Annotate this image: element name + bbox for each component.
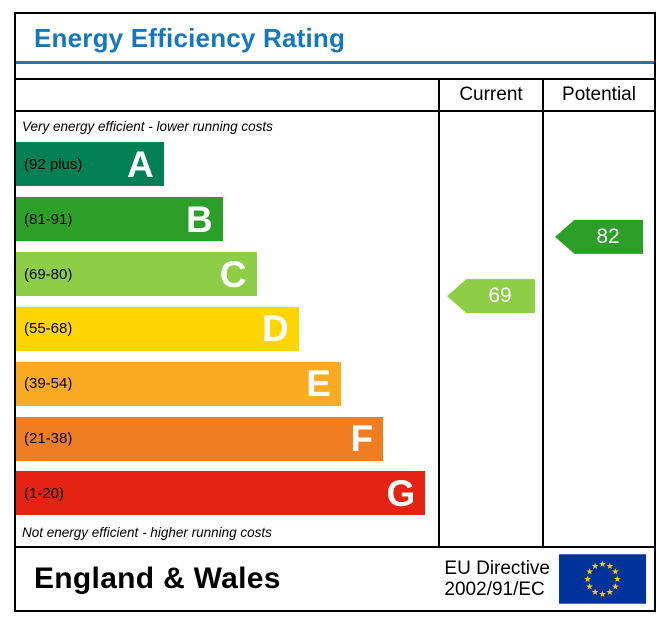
band-row-E: (39-54) E [16,361,438,406]
eu-flag-star-icon: ★ [599,559,607,569]
band-row-B: (81-91) B [16,197,438,242]
spacer [16,64,654,78]
current-rating-pointer-value: 69 [488,284,512,308]
eu-flag-star-icon: ★ [599,589,607,599]
band-letter: C [219,253,247,295]
eu-flag-star-icon: ★ [606,561,614,571]
band-row-A: (92 plus) A [16,142,438,187]
column-header-potential: Potential [542,80,654,110]
eu-flag-star-icon: ★ [606,587,614,597]
band-letter: D [262,308,289,350]
eu-flag-star-icon: ★ [586,567,594,577]
band-bar-A: (92 plus) A [16,142,164,187]
band-row-D: (55-68) D [16,306,438,351]
band-letter: B [186,198,213,240]
rating-bands: (92 plus) A (81-91) B (69-80) C (55-68) D (39-54… [16,137,438,521]
bands-column: Very energy efficient - lower running co… [16,112,438,546]
potential-column: 82 [542,112,654,546]
title-area: Energy Efficiency Rating [16,14,654,61]
header-spacer [16,80,438,110]
eu-directive-line1: EU Directive [444,557,550,579]
band-range-label: (92 plus) [24,155,83,173]
potential-rating-pointer-value: 82 [596,224,620,248]
current-rating-pointer: 69 [447,279,535,314]
band-bar-B: (81-91) B [16,197,223,242]
energy-efficiency-chart: Energy Efficiency Rating Current Potenti… [14,12,656,612]
eu-flag-background [559,554,646,604]
current-column: 69 [438,112,542,546]
band-letter: A [126,143,154,185]
band-bar-F: (21-38) F [16,416,384,461]
eu-flag-star-icon: ★ [611,581,619,591]
region-label: England & Wales [34,562,281,595]
eu-flag-star-icon: ★ [613,574,621,584]
eu-flag-star-icon: ★ [586,581,594,591]
band-letter: G [386,472,416,514]
column-header-row: Current Potential [16,78,654,112]
band-bar-C: (69-80) C [16,252,257,297]
band-range-label: (55-68) [24,320,73,338]
title-underline [16,61,654,64]
band-row-C: (69-80) C [16,252,438,297]
chart-title: Energy Efficiency Rating [34,23,346,53]
eu-flag-star-icon: ★ [611,567,619,577]
band-range-label: (39-54) [24,375,73,393]
band-range-label: (81-91) [24,210,73,228]
bottom-note: Not energy efficient - higher running co… [22,525,272,540]
chart-body: Very energy efficient - lower running co… [16,112,654,546]
band-row-G: (1-20) G [16,471,438,516]
band-letter: F [350,418,374,460]
band-range-label: (1-20) [24,484,65,502]
footer: England & Wales EU Directive 2002/91/EC … [16,546,654,610]
top-note: Very energy efficient - lower running co… [22,119,273,134]
band-bar-G: (1-20) G [16,471,426,516]
column-header-current: Current [438,80,542,110]
eu-flag-icon: ★ ★★★★★★★★★★★ [559,554,646,604]
eu-directive-label: EU Directive 2002/91/EC [444,558,550,601]
eu-flag-star-icon: ★ [584,574,592,584]
eu-flag-star-icon: ★ [591,587,599,597]
potential-rating-pointer: 82 [555,219,643,254]
band-range-label: (69-80) [24,265,73,283]
eu-directive-line2: 2002/91/EC [444,579,545,600]
band-range-label: (21-38) [24,430,73,448]
band-letter: E [306,363,331,405]
band-bar-D: (55-68) D [16,306,299,351]
band-row-F: (21-38) F [16,416,438,461]
eu-flag-star-icon: ★ [591,561,599,571]
band-bar-E: (39-54) E [16,361,341,406]
